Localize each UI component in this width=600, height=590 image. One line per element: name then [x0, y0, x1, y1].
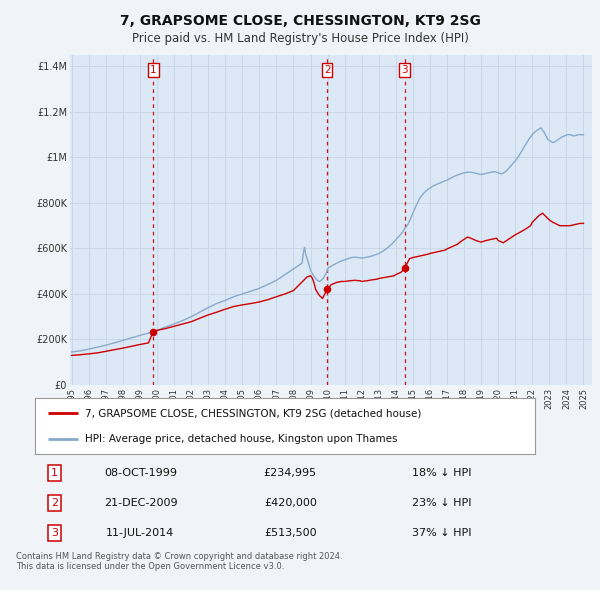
- Text: Price paid vs. HM Land Registry's House Price Index (HPI): Price paid vs. HM Land Registry's House …: [131, 32, 469, 45]
- Text: HPI: Average price, detached house, Kingston upon Thames: HPI: Average price, detached house, King…: [85, 434, 398, 444]
- Text: 08-OCT-1999: 08-OCT-1999: [104, 468, 177, 478]
- Text: 3: 3: [401, 65, 408, 75]
- Text: 2: 2: [324, 65, 331, 75]
- Text: 7, GRAPSOME CLOSE, CHESSINGTON, KT9 2SG (detached house): 7, GRAPSOME CLOSE, CHESSINGTON, KT9 2SG …: [85, 408, 421, 418]
- Text: 7, GRAPSOME CLOSE, CHESSINGTON, KT9 2SG: 7, GRAPSOME CLOSE, CHESSINGTON, KT9 2SG: [119, 14, 481, 28]
- Text: £234,995: £234,995: [264, 468, 317, 478]
- Text: 21-DEC-2009: 21-DEC-2009: [104, 498, 177, 508]
- Text: Contains HM Land Registry data © Crown copyright and database right 2024.
This d: Contains HM Land Registry data © Crown c…: [16, 552, 343, 571]
- Text: 3: 3: [51, 527, 58, 537]
- Text: 37% ↓ HPI: 37% ↓ HPI: [412, 527, 472, 537]
- Text: £420,000: £420,000: [264, 498, 317, 508]
- Text: £513,500: £513,500: [264, 527, 317, 537]
- Text: 11-JUL-2014: 11-JUL-2014: [106, 527, 175, 537]
- Text: 2: 2: [51, 498, 58, 508]
- Text: 1: 1: [51, 468, 58, 478]
- Text: 23% ↓ HPI: 23% ↓ HPI: [412, 498, 472, 508]
- Text: 1: 1: [150, 65, 157, 75]
- Text: 18% ↓ HPI: 18% ↓ HPI: [412, 468, 472, 478]
